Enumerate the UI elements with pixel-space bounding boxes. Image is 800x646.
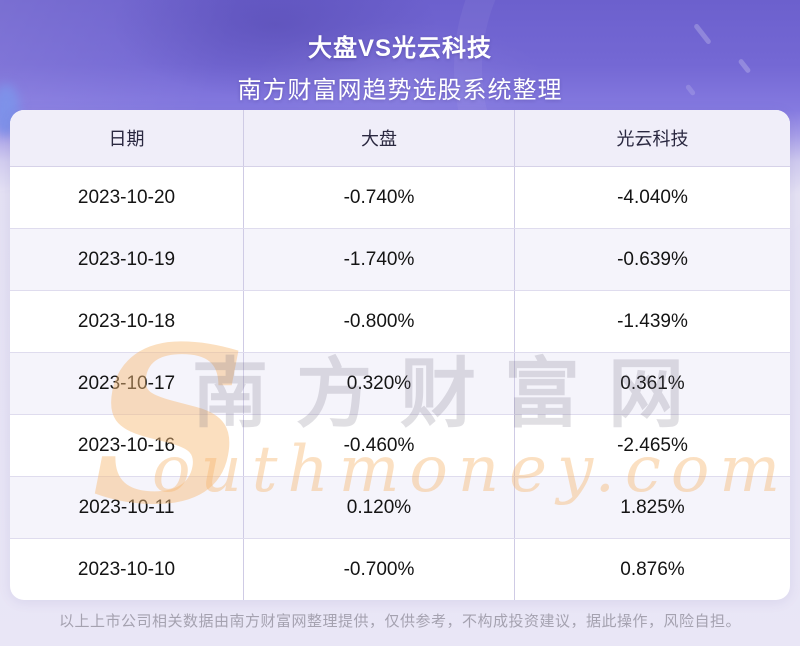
cell-date: 2023-10-10	[10, 539, 244, 600]
column-header-date: 日期	[10, 110, 244, 166]
cell-date: 2023-10-11	[10, 477, 244, 538]
table-row: 2023-10-19 -1.740% -0.639%	[10, 228, 790, 290]
cell-stock: 0.361%	[620, 372, 685, 394]
page-title: 大盘VS光云科技	[307, 35, 492, 62]
table-row: 2023-10-16 -0.460% -2.465%	[10, 414, 790, 476]
cell-stock: 1.825%	[620, 496, 685, 518]
comparison-table: 日期 大盘 光云科技 2023-10-20 -0.740% -4.040% 2023-…	[10, 110, 790, 600]
cell-date: 2023-10-20	[10, 167, 244, 228]
page-subtitle: 南方财富网趋势选股系统整理	[237, 77, 563, 104]
disclaimer-text: 以上上市公司相关数据由南方财富网整理提供，仅供参考，不构成投资建议，据此操作，风…	[58, 613, 741, 630]
cell-market: -1.740%	[244, 229, 515, 290]
table-row: 2023-10-10 -0.700% 0.876%	[10, 538, 790, 600]
cell-market: 0.320%	[244, 353, 515, 414]
table-row: 2023-10-18 -0.800% -1.439%	[10, 290, 790, 352]
cell-date: 2023-10-19	[10, 229, 244, 290]
cell-market: -0.460%	[244, 415, 515, 476]
cell-stock: -4.040%	[617, 186, 688, 208]
cell-date: 2023-10-16	[10, 415, 244, 476]
cell-market: 0.120%	[244, 477, 515, 538]
cell-market: -0.800%	[244, 291, 515, 352]
cell-stock: -1.439%	[617, 310, 688, 332]
table-row: 2023-10-20 -0.740% -4.040%	[10, 167, 790, 228]
page-header: 大盘VS光云科技 南方财富网趋势选股系统整理	[0, 0, 800, 105]
table-body: 2023-10-20 -0.740% -4.040% 2023-10-19 -1.740…	[10, 167, 790, 600]
table-row: 2023-10-17 0.320% 0.361%	[10, 352, 790, 414]
cell-market: -0.700%	[244, 539, 515, 600]
cell-date: 2023-10-17	[10, 353, 244, 414]
cell-stock: -0.639%	[617, 248, 688, 270]
column-header-market: 大盘	[244, 110, 515, 166]
cell-date: 2023-10-18	[10, 291, 244, 352]
cell-market: -0.740%	[244, 167, 515, 228]
cell-stock: 0.876%	[620, 558, 685, 580]
table-row: 2023-10-11 0.120% 1.825%	[10, 476, 790, 538]
cell-stock: -2.465%	[617, 434, 688, 456]
table-header-row: 日期 大盘 光云科技	[10, 110, 790, 167]
column-header-stock: 光云科技	[616, 129, 689, 149]
